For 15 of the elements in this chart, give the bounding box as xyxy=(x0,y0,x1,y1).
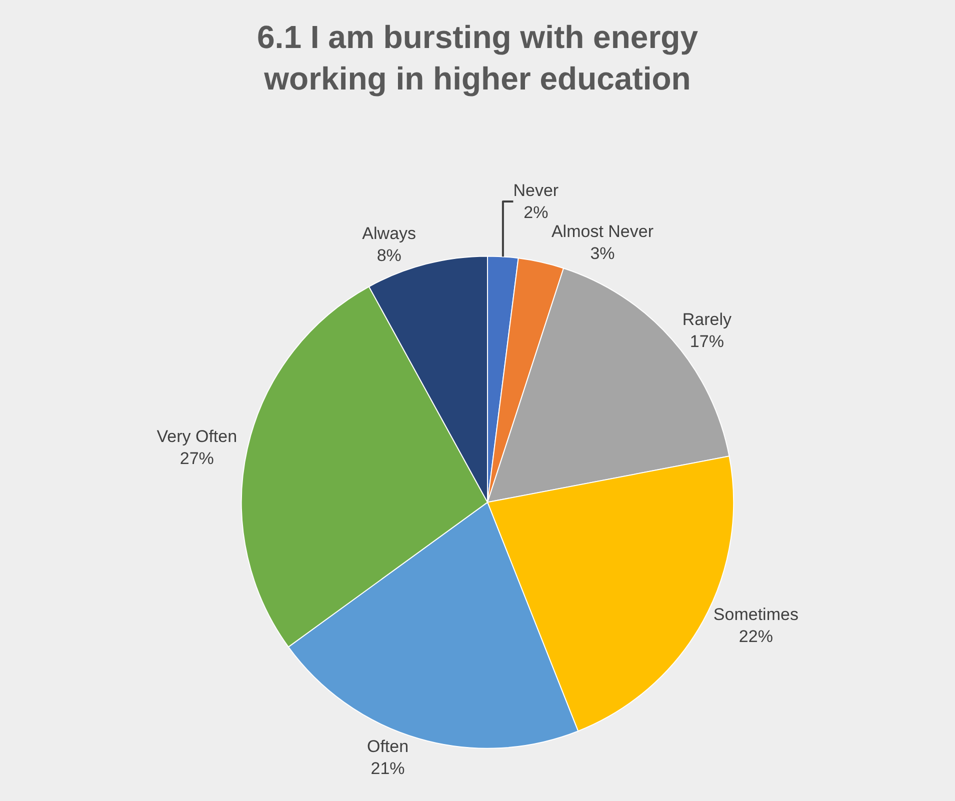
data-label: 27% xyxy=(180,449,214,468)
slice-label: Always xyxy=(362,224,416,244)
data-label: 3% xyxy=(590,244,615,264)
slice-label: Never xyxy=(513,180,559,200)
data-label: 21% xyxy=(370,759,405,778)
data-label: 8% xyxy=(376,246,402,266)
slice-label: Almost Never xyxy=(551,222,654,242)
slice-label: Very Often xyxy=(156,427,238,446)
chart-title: 6.1 I am bursting with energy working in higher education xyxy=(257,19,698,97)
data-label: 17% xyxy=(690,332,724,352)
slice-label: Often xyxy=(366,737,409,756)
slice-label: Sometimes xyxy=(713,605,798,624)
data-label: 2% xyxy=(524,203,548,222)
data-label: 22% xyxy=(738,627,773,646)
slice-label: Rarely xyxy=(682,310,732,330)
